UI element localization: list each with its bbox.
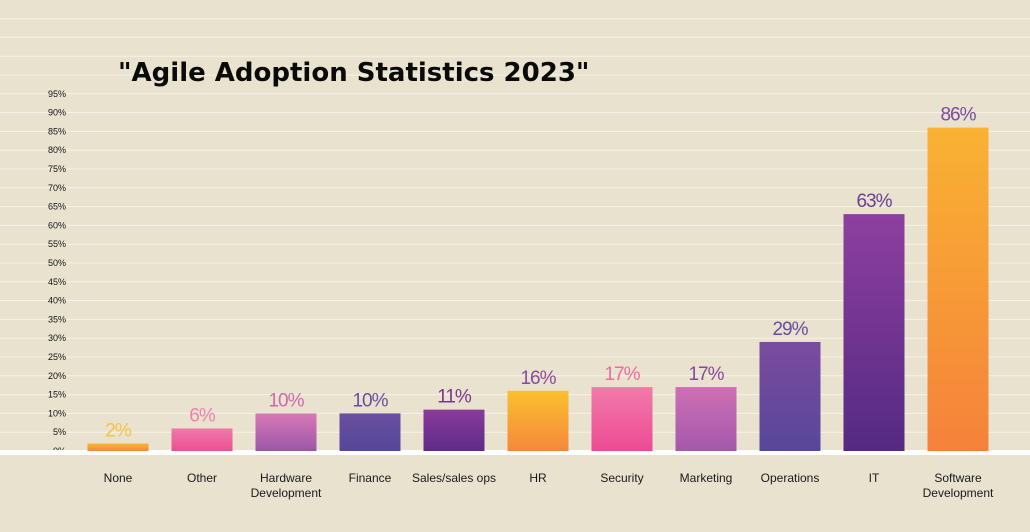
category-labels: None Other Hardware Development Finance Sales… <box>104 471 994 500</box>
bar <box>675 387 737 451</box>
bar <box>759 341 821 451</box>
bars <box>87 127 989 451</box>
bar-value-label: 16% <box>520 368 556 389</box>
category-label: None <box>104 471 133 485</box>
bar <box>507 390 569 451</box>
category-label: Operations <box>761 471 820 485</box>
category-label: Marketing <box>680 471 733 485</box>
y-tick-label: 40% <box>48 296 66 306</box>
y-tick-label: 5% <box>53 427 66 437</box>
bar-value-label: 63% <box>856 191 892 212</box>
y-tick-label: 95% <box>48 89 66 99</box>
y-tick-label: 70% <box>48 183 66 193</box>
y-tick-label: 55% <box>48 239 66 249</box>
y-tick-label: 60% <box>48 220 66 230</box>
bar-value-label: 11% <box>437 387 472 408</box>
y-tick-label: 85% <box>48 126 66 136</box>
category-label: Finance <box>349 471 392 485</box>
bar-value-label: 17% <box>604 364 640 385</box>
category-label: IT <box>869 471 880 485</box>
y-tick-label: 20% <box>48 371 66 381</box>
bar <box>87 443 149 451</box>
bar <box>927 127 989 451</box>
y-tick-label: 75% <box>48 164 66 174</box>
bar <box>339 413 401 451</box>
bar-value-label: 29% <box>772 319 808 340</box>
y-tick-label: 50% <box>48 258 66 268</box>
x-axis-baseline <box>0 450 1030 455</box>
y-tick-label: 10% <box>48 408 66 418</box>
y-axis-ticks: 0%5%10%15%20%25%30%35%40%45%50%55%60%65%… <box>48 89 66 456</box>
chart-title: "Agile Adoption Statistics 2023" <box>118 58 589 88</box>
y-tick-label: 65% <box>48 202 66 212</box>
bar-value-label: 86% <box>940 105 976 126</box>
bar <box>423 409 485 451</box>
bar <box>171 428 233 451</box>
y-tick-label: 25% <box>48 352 66 362</box>
y-tick-label: 30% <box>48 333 66 343</box>
bar-value-label: 10% <box>352 390 388 411</box>
category-label: Hardware Development <box>251 471 322 500</box>
bar-value-label: 10% <box>268 390 304 411</box>
category-label: HR <box>529 471 547 485</box>
bar-value-label: 6% <box>189 405 216 426</box>
y-tick-label: 35% <box>48 314 66 324</box>
y-tick-label: 90% <box>48 108 66 118</box>
baseline <box>0 450 1030 455</box>
gridlines <box>0 18 1030 433</box>
value-labels: 2% 6% 10% 10% 11% 16% 17% 17% 29% 63% 86% <box>105 105 977 442</box>
y-tick-label: 45% <box>48 277 66 287</box>
bar-value-label: 2% <box>105 420 132 441</box>
category-label: Software Development <box>923 471 994 500</box>
category-label: Security <box>600 471 643 485</box>
bar-value-label: 17% <box>688 364 724 385</box>
bar <box>591 387 653 451</box>
bar <box>843 214 905 451</box>
y-tick-label: 80% <box>48 145 66 155</box>
y-tick-label: 15% <box>48 390 66 400</box>
category-label: Other <box>187 471 217 485</box>
bar <box>255 413 317 451</box>
category-label: Sales/sales ops <box>412 471 496 485</box>
